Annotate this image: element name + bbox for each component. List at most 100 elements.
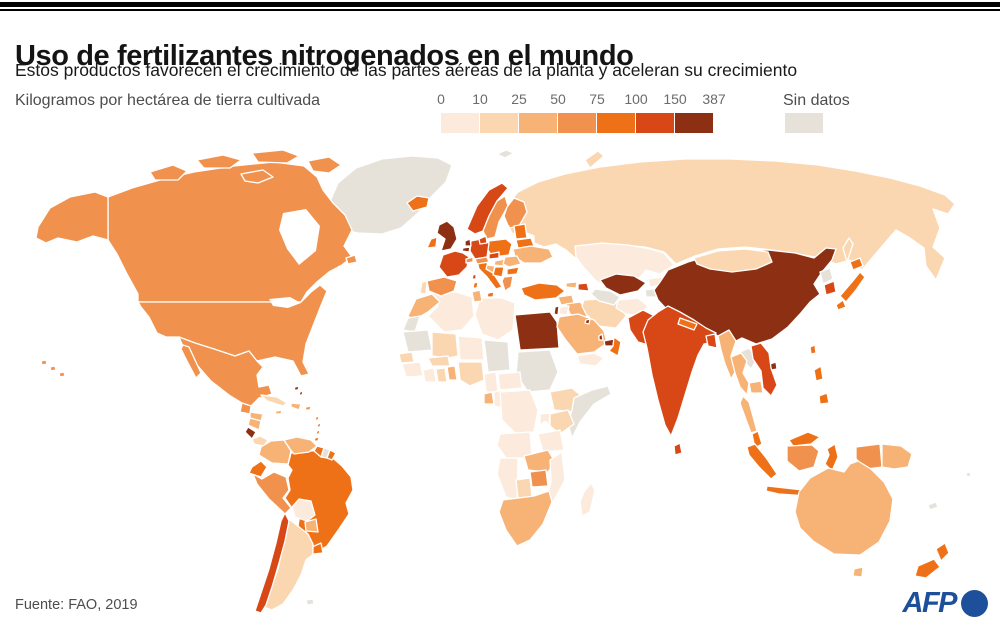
country-alaska (35, 191, 109, 244)
country-panama (251, 435, 269, 447)
country-puerto-rico (304, 405, 312, 411)
country-bahamas (293, 385, 304, 396)
legend-tick: 10 (472, 91, 488, 107)
country-uzbekistan (599, 273, 647, 296)
country-finland (503, 197, 528, 229)
country-spain (426, 276, 458, 297)
country-greece (501, 275, 514, 292)
country-niger (457, 335, 485, 361)
country-paraguay (304, 518, 319, 533)
country-france (438, 250, 470, 278)
black-sea (520, 266, 554, 280)
country-guinea (401, 361, 424, 378)
country-denmark (478, 235, 488, 245)
country-senegal (398, 351, 415, 364)
country-usa (137, 284, 328, 377)
lake-victoria (542, 421, 548, 427)
no-data-swatch (785, 113, 823, 133)
country-malaysia (751, 430, 821, 449)
country-israel (553, 305, 560, 316)
legend-swatches (441, 113, 713, 133)
legend-swatch (636, 113, 674, 133)
country-fiji (965, 471, 972, 478)
country-portugal (419, 280, 428, 295)
legend-swatch (480, 113, 518, 133)
country-zimbabwe (529, 469, 549, 488)
country-baltics (513, 223, 528, 240)
country-burkina-faso (427, 355, 451, 367)
country-bulgaria (506, 266, 520, 276)
country-saudi-arabia (556, 313, 608, 355)
country-ivory-coast (422, 367, 437, 383)
country-kazakhstan (574, 242, 675, 290)
country-netherlands (464, 238, 472, 247)
country-costa-rica (244, 426, 257, 440)
country-czechia (488, 251, 500, 260)
page-subtitle: Estos productos favorecen el crecimiento… (15, 60, 798, 80)
country-iceland (406, 195, 430, 212)
legend-tick: 150 (663, 91, 687, 107)
country-serbia (492, 266, 505, 278)
country-new-zealand (914, 542, 950, 579)
country-nepal (677, 317, 698, 331)
country-ecuador (248, 460, 268, 478)
country-chile (254, 512, 290, 614)
country-romania (502, 255, 522, 268)
country-south-korea (823, 280, 837, 296)
country-peru (252, 471, 292, 515)
country-jamaica (274, 409, 283, 415)
top-bar-thick (0, 2, 1000, 7)
country-russia-novaya-zemlya (584, 150, 605, 169)
country-angola (496, 431, 533, 459)
country-mexico-baja (180, 344, 202, 379)
country-hawaii (40, 359, 66, 378)
legend-tick: 50 (550, 91, 566, 107)
country-russia-sakhalin (842, 237, 854, 263)
source-credit: Fuente: FAO, 2019 (15, 597, 138, 613)
country-lesser-antilles (313, 415, 322, 442)
country-chad (483, 339, 511, 373)
country-drc (499, 389, 539, 435)
country-japan (835, 257, 866, 311)
legend-swatch (519, 113, 557, 133)
country-cameroon (483, 371, 499, 393)
country-yemen (576, 352, 605, 367)
country-tunisia (471, 289, 483, 303)
country-namibia (496, 457, 519, 501)
country-egypt (514, 311, 560, 351)
country-qatar (598, 333, 604, 341)
page-title: Uso de fertilizantes nitrogenados en el … (15, 40, 634, 73)
afp-logo: AFP (903, 589, 988, 618)
legend-tick: 0 (437, 91, 445, 107)
country-cambodia (748, 380, 764, 394)
country-oman (608, 336, 622, 357)
country-gabon (483, 391, 495, 405)
country-belgium (461, 246, 471, 253)
no-data-label: Sin datos (783, 92, 850, 109)
legend-tick: 100 (624, 91, 648, 107)
legend-label: Kilogramos por hectárea de tierra cultiv… (15, 92, 321, 109)
country-new-caledonia (927, 501, 939, 511)
country-botswana (515, 477, 533, 499)
country-nigeria (457, 361, 485, 387)
legend-tick: 25 (511, 91, 527, 107)
great-lakes (269, 297, 301, 308)
country-tanzania (537, 429, 565, 453)
country-canada-islands (149, 149, 358, 265)
country-france-corsica (471, 273, 477, 280)
country-greenland (328, 155, 453, 235)
country-kalimantan (786, 444, 820, 472)
country-west-papua (855, 443, 883, 470)
country-kenya (549, 409, 575, 435)
country-svalbard (496, 149, 515, 159)
country-morocco (407, 293, 441, 321)
country-norway (466, 182, 509, 235)
country-switzerland (465, 256, 474, 264)
legend-ticks: 0 10 25 50 75 100 150 387 (437, 91, 741, 109)
country-india (642, 305, 717, 437)
country-cuba (260, 394, 288, 407)
country-uganda (539, 412, 551, 426)
country-ireland (426, 236, 438, 249)
country-nicaragua (247, 417, 262, 431)
